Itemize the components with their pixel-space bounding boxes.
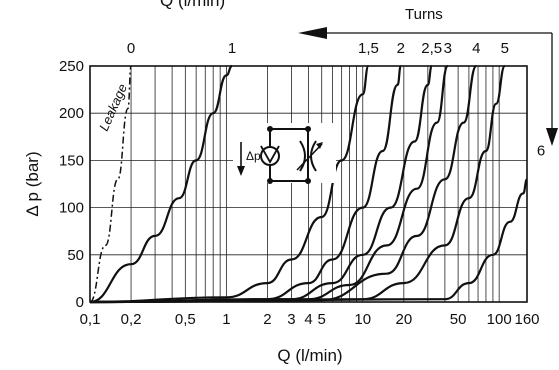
series-line-turns [89, 64, 402, 304]
x-tick-label: 10 [354, 311, 371, 328]
y-tick-labels: 0 50 100 150 200 250 [59, 58, 84, 311]
series-line-turns [89, 64, 370, 304]
x-tick-label: 4 [304, 311, 312, 328]
throttle-check-valve-icon [233, 123, 336, 184]
x-tick-label: 20 [395, 311, 412, 328]
y-tick-label: 200 [59, 105, 84, 122]
delta-p-symbol: Δp [246, 149, 261, 163]
turn-label: 6 [537, 142, 545, 159]
x-axis-label: Q (l/min) [277, 346, 342, 365]
x-tick-label: 2 [263, 311, 271, 328]
x-tick-label: 160 [514, 311, 539, 328]
turns-arrow [298, 27, 558, 146]
turn-label: 1 [228, 40, 236, 57]
x-tick-labels: 0,1 0,2 0,5 1 2 3 4 5 10 20 50 100 160 [80, 311, 540, 328]
x-tick-label: 100 [487, 311, 512, 328]
plot-frame [89, 65, 528, 303]
x-tick-label: 0,2 [121, 311, 142, 328]
x-tick-label: 3 [287, 311, 295, 328]
series-line-turns [89, 178, 529, 304]
turn-label: 2 [397, 40, 405, 57]
turn-label: 4 [472, 40, 480, 57]
y-tick-label: 0 [76, 294, 84, 311]
turn-label: 3 [444, 40, 452, 57]
grid-lines [89, 65, 528, 303]
x-tick-label: 0,1 [80, 311, 101, 328]
turn-label: 0 [127, 40, 135, 57]
x-tick-label: 1 [222, 311, 230, 328]
turn-label: 5 [501, 40, 509, 57]
turns-label: Turns [405, 6, 443, 23]
series-line-turns [89, 64, 233, 304]
curves [89, 64, 529, 304]
x-tick-label: 50 [450, 311, 467, 328]
x-tick-label: 5 [318, 311, 326, 328]
turn-label: 1,5 [358, 40, 379, 57]
y-tick-label: 250 [59, 58, 84, 75]
series-line-leakage [89, 65, 132, 303]
y-tick-label: 100 [59, 200, 84, 217]
turn-labels: 0 1 1,5 2 2,5 3 4 5 6 [127, 40, 545, 159]
turn-label: 2,5 [421, 40, 442, 57]
series-line-turns [89, 64, 449, 304]
y-axis-label: Δ p (bar) [23, 151, 42, 216]
y-tick-label: 50 [67, 247, 84, 264]
x-tick-label: 0,5 [175, 311, 196, 328]
top-axis-label: Q (l/min) [160, 0, 225, 10]
series-line-turns [89, 64, 433, 304]
y-tick-label: 150 [59, 152, 84, 169]
